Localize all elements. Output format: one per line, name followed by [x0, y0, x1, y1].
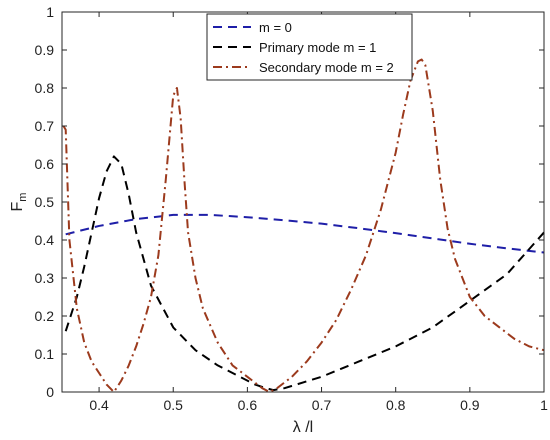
- x-tick-label: 0.5: [163, 397, 183, 413]
- y-axis-label-main: F: [9, 201, 26, 211]
- x-tick-label: 0.6: [238, 397, 258, 413]
- legend-entry-label: Secondary mode m = 2: [259, 60, 394, 75]
- y-tick-label: 0.6: [35, 156, 55, 172]
- series-line-1: [64, 155, 545, 392]
- x-tick-label: 0.4: [89, 397, 109, 413]
- series-layer: [62, 58, 545, 393]
- legend: m = 0 Primary mode m = 1 Secondary mode m …: [206, 13, 413, 81]
- legend-entry-label: m = 0: [259, 20, 292, 35]
- legend-entry-label: Primary mode m = 1: [259, 40, 376, 55]
- y-tick-label: 1: [46, 4, 54, 20]
- x-tick-label: 0.8: [386, 397, 406, 413]
- y-tick-label: 0.9: [35, 42, 55, 58]
- y-tick-label: 0.7: [35, 118, 55, 134]
- x-axis: 0.4 0.5 0.6 0.7 0.8 0.9 1: [89, 12, 548, 413]
- legend-box: [206, 13, 413, 81]
- y-tick-label: 0.3: [35, 270, 55, 286]
- series-line-0: [65, 213, 545, 254]
- y-tick-label: 0: [46, 384, 54, 400]
- y-axis-label: Fm: [9, 193, 29, 212]
- x-tick-label: 0.7: [312, 397, 332, 413]
- x-tick-label: 1: [540, 397, 548, 413]
- y-tick-label: 0.1: [35, 346, 55, 362]
- y-tick-label: 0.8: [35, 80, 55, 96]
- y-axis-label-subscript: m: [17, 193, 29, 202]
- x-tick-label: 0.9: [460, 397, 480, 413]
- y-tick-label: 0.5: [35, 194, 55, 210]
- y-tick-label: 0.2: [35, 308, 55, 324]
- x-axis-label: λ /l: [293, 419, 313, 436]
- y-tick-label: 0.4: [35, 232, 55, 248]
- y-axis: 0 0.1 0.2 0.3 0.4 0.5 0.6 0.7 0.8 0.9 1: [35, 4, 544, 400]
